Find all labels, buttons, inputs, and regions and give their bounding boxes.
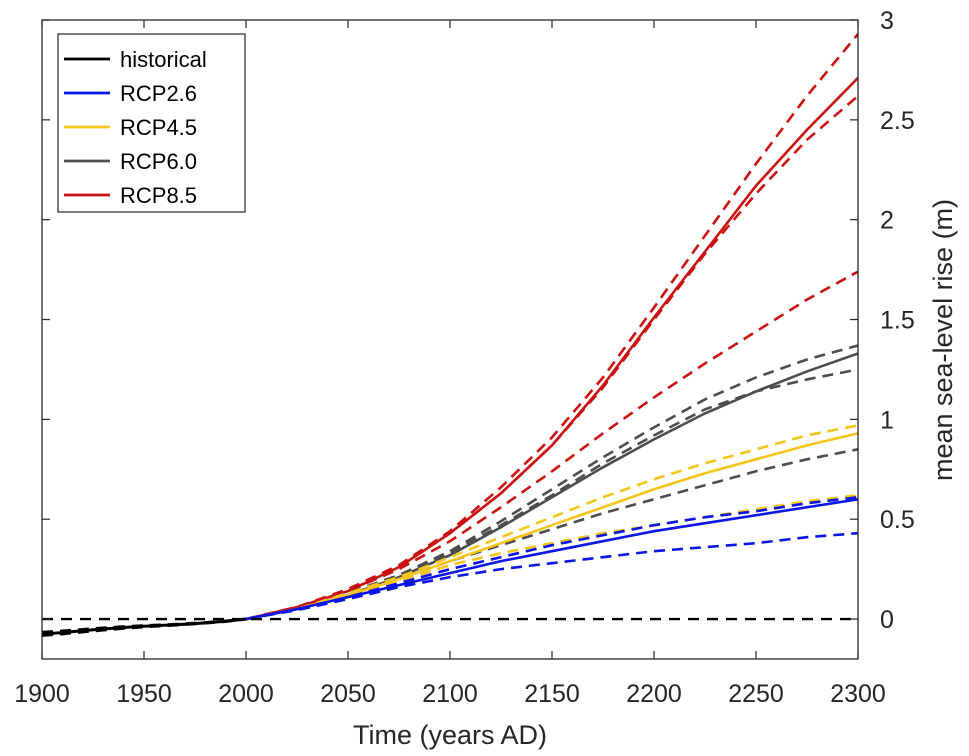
series-rcp4-5	[245, 424, 858, 621]
series-rcp2-6-lower-bound	[245, 531, 858, 621]
y-tick-label: 1	[880, 406, 894, 434]
x-tick-label: 1950	[116, 680, 172, 708]
y-tick-label: 1.5	[880, 307, 915, 335]
series-rcp8-5-lower-bound	[245, 270, 858, 621]
series-rcp8-5-upper-bound	[245, 33, 858, 621]
x-tick-label: 2050	[320, 680, 376, 708]
y-tick-label: 3	[880, 7, 894, 35]
x-tick-label: 2200	[626, 680, 682, 708]
series-rcp6-0-upper-bound	[245, 344, 858, 621]
series-rcp6-0	[245, 344, 858, 621]
x-axis-label: Time (years AD)	[353, 720, 547, 750]
series-rcp8-5	[245, 33, 858, 621]
series-rcp4-5-upper-bound	[245, 424, 858, 621]
series-rcp2-6-mean-line	[245, 497, 858, 621]
y-tick-label: 2.5	[880, 107, 915, 135]
legend-label-rcp4-5: RCP4.5	[120, 115, 197, 140]
x-tick-label: 2150	[524, 680, 580, 708]
y-tick-label: 2	[880, 207, 894, 235]
legend-label-rcp2-6: RCP2.6	[120, 81, 197, 106]
series-rcp6-0-mean-line	[245, 352, 858, 621]
x-tick-label: 2000	[218, 680, 274, 708]
series-rcp4-5-lower-bound	[245, 493, 858, 621]
series-rcp2-6-upper-bound	[245, 495, 858, 621]
series-historical	[42, 617, 247, 637]
series-historical-mean-line	[42, 617, 247, 636]
series-rcp6-0-lower-bound	[245, 448, 858, 621]
legend-box	[57, 33, 246, 213]
y-tick-label: 0	[880, 606, 894, 634]
series-rcp2-6	[245, 495, 858, 621]
legend-label-historical: historical	[120, 47, 207, 72]
legend: historical RCP2.6 RCP4.5 RCP6.0 RCP8.5	[57, 33, 246, 213]
x-tick-label: 1900	[14, 680, 70, 708]
series-rcp4-5-mean-line	[245, 432, 858, 621]
x-tick-label: 2100	[422, 680, 478, 708]
x-tick-label: 2250	[728, 680, 784, 708]
y-axis-label: mean sea-level rise (m)	[928, 199, 958, 481]
series-rcp8-5-mean-line	[245, 76, 858, 621]
x-tick-label: 2300	[830, 680, 886, 708]
legend-label-rcp8-5: RCP8.5	[120, 183, 197, 208]
y-tick-label: 0.5	[880, 506, 915, 534]
series-rcp6-0-upper-alt-bound	[245, 368, 858, 621]
legend-label-rcp6-0: RCP6.0	[120, 149, 197, 174]
